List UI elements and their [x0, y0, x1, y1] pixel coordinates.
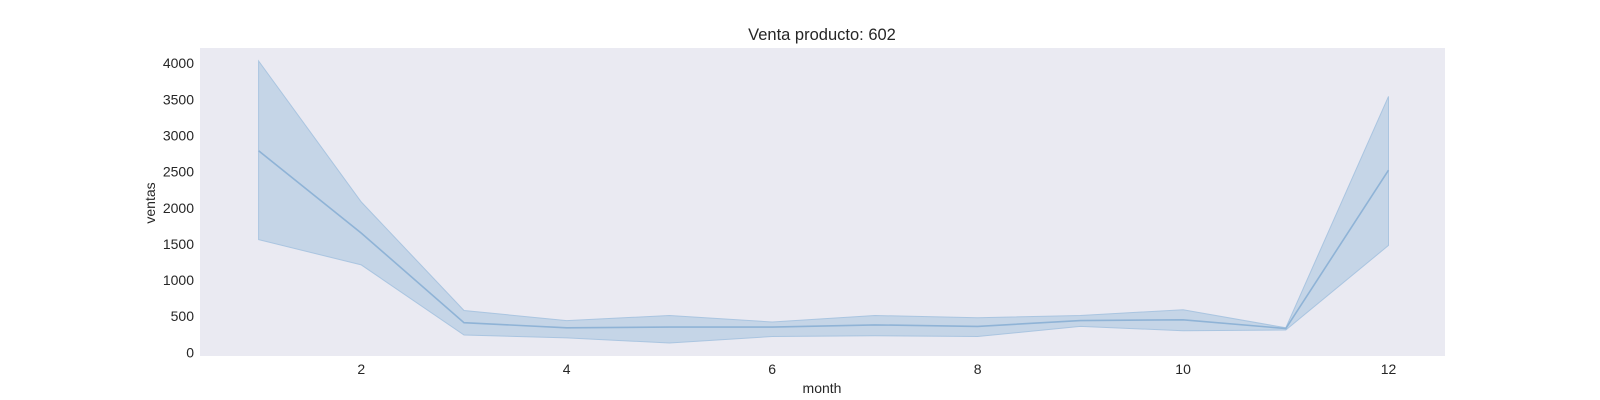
x-tick-label: 4 — [563, 361, 571, 377]
y-tick-label: 0 — [186, 344, 194, 360]
y-axis-label: ventas — [142, 182, 158, 223]
data-point — [976, 324, 980, 328]
data-point — [462, 321, 466, 325]
data-point — [873, 323, 877, 327]
x-axis-label: month — [803, 380, 842, 396]
y-tick-labels: 0 500 1000 1500 2000 2500 3000 3500 4000 — [163, 55, 194, 360]
x-tick-label: 2 — [357, 361, 365, 377]
data-point — [359, 231, 363, 235]
x-tick-label: 10 — [1175, 361, 1191, 377]
chart-title: Venta producto: 602 — [748, 26, 896, 44]
series-line-layer — [257, 149, 1391, 331]
x-tick-label: 6 — [768, 361, 776, 377]
x-tick-label: 12 — [1381, 361, 1397, 377]
data-point — [770, 325, 774, 329]
plot-area — [200, 48, 1445, 356]
series-line — [258, 150, 1390, 330]
y-tick-label: 500 — [171, 308, 195, 324]
y-tick-label: 4000 — [163, 55, 194, 71]
data-point — [1078, 319, 1082, 323]
data-point — [1387, 168, 1391, 172]
y-tick-label: 3500 — [163, 91, 194, 107]
data-point — [1181, 318, 1185, 322]
y-tick-label: 1000 — [163, 272, 194, 288]
x-tick-label: 8 — [974, 361, 982, 377]
data-point — [565, 326, 569, 330]
data-point — [667, 325, 671, 329]
y-tick-label: 2500 — [163, 164, 194, 180]
confidence-band-layer — [258, 59, 1389, 344]
series-confidence-band — [258, 59, 1389, 344]
data-point — [1284, 327, 1288, 331]
y-tick-label: 1500 — [163, 236, 194, 252]
y-tick-label: 2000 — [163, 200, 194, 216]
data-point — [257, 149, 261, 153]
y-tick-label: 3000 — [163, 128, 194, 144]
x-tick-labels: 2 4 6 8 10 12 — [357, 361, 1396, 377]
